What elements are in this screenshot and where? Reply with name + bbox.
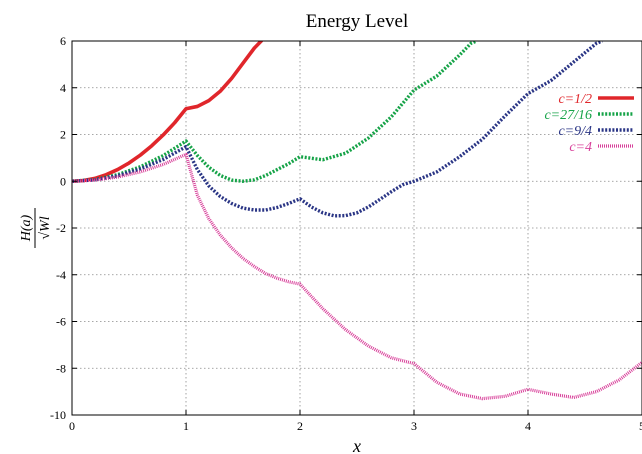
x-tick-label: 1 bbox=[183, 419, 189, 433]
legend-label: c=9/4 bbox=[558, 124, 592, 139]
chart-title: Energy Level bbox=[306, 11, 409, 32]
series-line-3 bbox=[72, 41, 603, 218]
y-tick-label: -2 bbox=[56, 221, 66, 235]
legend-label: c=4 bbox=[569, 140, 592, 155]
y-axis-label: H(a) √Wl bbox=[19, 208, 53, 248]
y-tick-label: -6 bbox=[56, 315, 66, 329]
y-tick-label: 6 bbox=[60, 34, 66, 48]
series-line-4 bbox=[72, 152, 642, 401]
y-tick-label: -4 bbox=[56, 268, 66, 282]
x-tick-label: 4 bbox=[525, 419, 531, 433]
x-axis-label: x bbox=[352, 436, 361, 454]
legend-label: c=1/2 bbox=[558, 92, 592, 107]
y-axis-label-denominator: √Wl bbox=[38, 216, 53, 239]
x-tick-label: 0 bbox=[69, 419, 75, 433]
series-line-1 bbox=[72, 41, 264, 184]
legend: c=1/2c=27/16c=9/4c=4 bbox=[544, 92, 634, 155]
y-tick-labels: -10 -8 -6 -4 -2 0 2 4 6 bbox=[50, 34, 66, 422]
x-tick-label: 3 bbox=[411, 419, 417, 433]
axis-ticks bbox=[71, 40, 642, 416]
x-tick-labels: 0 1 2 3 4 5 bbox=[69, 419, 642, 433]
grid-lines bbox=[72, 41, 642, 415]
y-axis-label-numerator: H(a) bbox=[19, 214, 34, 242]
y-tick-label: 0 bbox=[60, 174, 66, 188]
x-tick-label: 2 bbox=[297, 419, 303, 433]
x-tick-label: 5 bbox=[639, 419, 642, 433]
legend-label: c=27/16 bbox=[544, 108, 592, 123]
y-tick-label: -8 bbox=[56, 361, 66, 375]
y-tick-label: 2 bbox=[60, 128, 66, 142]
y-tick-label: 4 bbox=[60, 81, 66, 95]
y-tick-label: -10 bbox=[50, 408, 66, 422]
series-layer bbox=[72, 41, 642, 401]
